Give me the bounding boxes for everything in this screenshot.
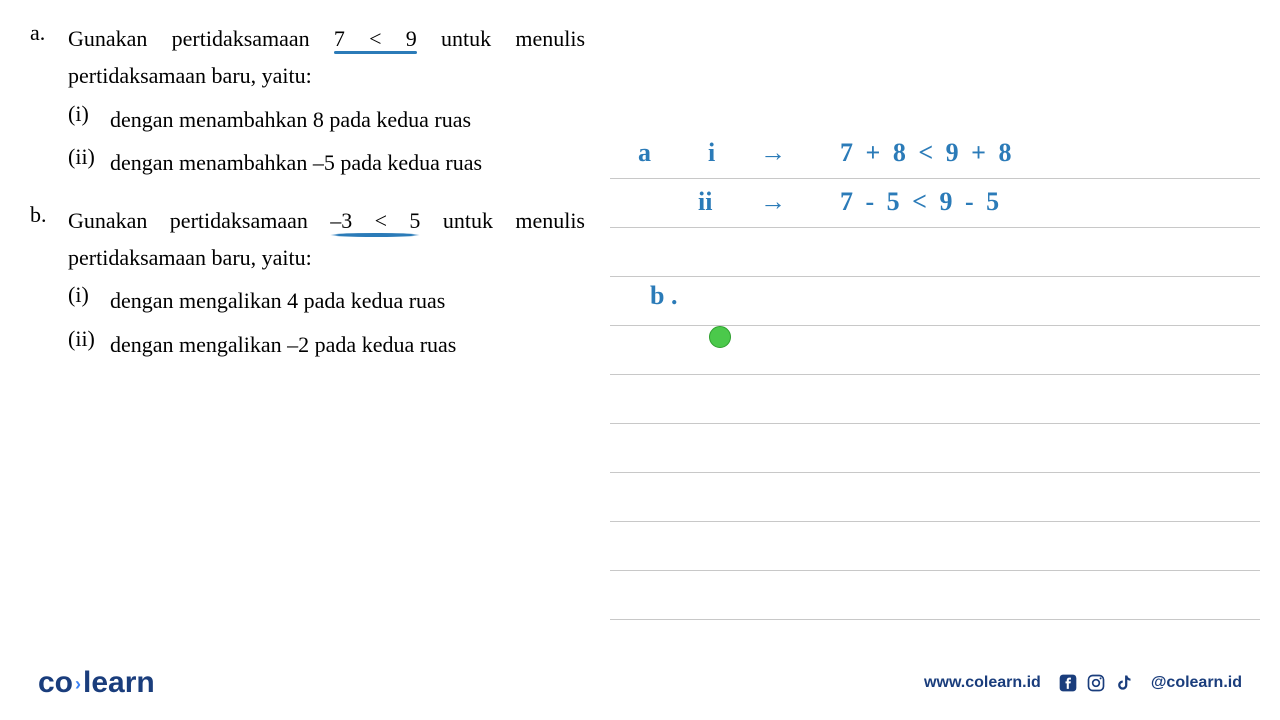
ruled-line-10: [610, 571, 1260, 620]
ruled-line-7: [610, 424, 1260, 473]
problem-b-sub-i: (i) dengan mengalikan 4 pada kedua ruas: [68, 282, 585, 319]
footer: co›learn www.colearn.id @colearn.id: [0, 666, 1280, 700]
logo-text-1: co: [38, 666, 73, 699]
ruled-line-5: [610, 326, 1260, 375]
problem-b-sub-i-text: dengan mengalikan 4 pada kedua ruas: [110, 282, 445, 319]
problem-a-text: Gunakan pertidaksamaan 7 < 9 untuk menul…: [68, 20, 585, 95]
tiktok-icon: [1113, 672, 1135, 694]
handwriting-i: i: [708, 138, 715, 168]
problem-b-sub-ii: (ii) dengan mengalikan –2 pada kedua rua…: [68, 326, 585, 363]
problem-a-sub-ii-marker: (ii): [68, 144, 110, 181]
problem-a: a. Gunakan pertidaksamaan 7 < 9 untuk me…: [30, 20, 585, 182]
problem-a-sub-i: (i) dengan menambahkan 8 pada kedua ruas: [68, 101, 585, 138]
problem-a-text-pre: Gunakan pertidaksamaan: [68, 26, 334, 51]
problem-a-sub-ii-text: dengan menambahkan –5 pada kedua ruas: [110, 144, 482, 181]
social-icons: [1057, 672, 1135, 694]
logo-text-2: learn: [83, 666, 155, 699]
logo-accent-icon: ›: [75, 674, 81, 694]
footer-url: www.colearn.id: [924, 674, 1041, 692]
problem-b-text-pre: Gunakan pertidaksamaan: [68, 208, 330, 233]
handwriting-a: a: [638, 138, 651, 168]
facebook-icon: [1057, 672, 1079, 694]
problem-b-marker: b.: [30, 202, 68, 364]
ruled-line-4: b .: [610, 277, 1260, 326]
problem-b-text: Gunakan pertidaksamaan –3 < 5 untuk menu…: [68, 202, 585, 277]
problem-b-highlight: –3 < 5: [330, 208, 420, 233]
problem-a-sub-i-text: dengan menambahkan 8 pada kedua ruas: [110, 101, 471, 138]
problem-a-body: Gunakan pertidaksamaan 7 < 9 untuk menul…: [68, 20, 585, 182]
problem-a-highlight: 7 < 9: [334, 26, 417, 51]
handwriting-arrow-1: →: [760, 138, 786, 168]
problem-a-sub-ii: (ii) dengan menambahkan –5 pada kedua ru…: [68, 144, 585, 181]
handwriting-expr-1: 7 + 8 < 9 + 8: [840, 138, 1014, 168]
problem-a-marker: a.: [30, 20, 68, 182]
work-area: a i → 7 + 8 < 9 + 8 ii → 7 - 5 < 9 - 5 b…: [610, 130, 1260, 620]
ruled-line-6: [610, 375, 1260, 424]
problem-b-sub-i-marker: (i): [68, 282, 110, 319]
ruled-line-9: [610, 522, 1260, 571]
footer-right: www.colearn.id @colearn.id: [924, 672, 1242, 694]
problem-b-body: Gunakan pertidaksamaan –3 < 5 untuk menu…: [68, 202, 585, 364]
instagram-icon: [1085, 672, 1107, 694]
footer-handle: @colearn.id: [1151, 674, 1242, 692]
cursor-dot: [709, 326, 731, 348]
logo: co›learn: [38, 666, 155, 700]
ruled-line-3: [610, 228, 1260, 277]
problem-b: b. Gunakan pertidaksamaan –3 < 5 untuk m…: [30, 202, 585, 364]
handwriting-ii: ii: [698, 187, 712, 217]
problem-b-sub-ii-text: dengan mengalikan –2 pada kedua ruas: [110, 326, 456, 363]
handwriting-expr-2: 7 - 5 < 9 - 5: [840, 187, 1002, 217]
ruled-line-8: [610, 473, 1260, 522]
handwriting-arrow-2: →: [760, 187, 786, 217]
handwriting-b: b .: [650, 281, 677, 311]
problem-b-sub-ii-marker: (ii): [68, 326, 110, 363]
ruled-line-2: ii → 7 - 5 < 9 - 5: [610, 179, 1260, 228]
problem-a-sub-i-marker: (i): [68, 101, 110, 138]
ruled-line-1: a i → 7 + 8 < 9 + 8: [610, 130, 1260, 179]
